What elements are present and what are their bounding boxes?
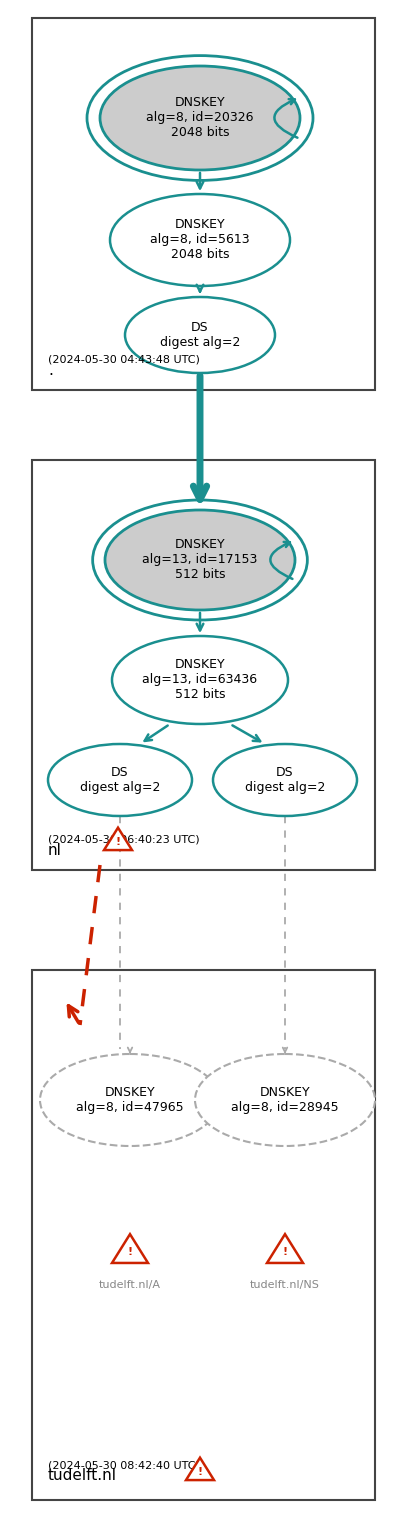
Text: !: ! (127, 1247, 133, 1257)
Text: !: ! (283, 1247, 288, 1257)
Bar (32, 460, 375, 870)
Text: .: . (48, 363, 53, 378)
Text: DNSKEY
alg=13, id=63436
512 bits: DNSKEY alg=13, id=63436 512 bits (142, 658, 258, 701)
Ellipse shape (125, 297, 275, 373)
Text: DS
digest alg=2: DS digest alg=2 (80, 765, 160, 795)
Text: nl: nl (48, 842, 62, 858)
Polygon shape (186, 1457, 214, 1480)
Ellipse shape (112, 636, 288, 724)
Text: tudelft.nl/A: tudelft.nl/A (99, 1280, 161, 1290)
Ellipse shape (40, 1054, 220, 1147)
Ellipse shape (110, 194, 290, 286)
Text: (2024-05-30 08:42:40 UTC): (2024-05-30 08:42:40 UTC) (48, 1460, 200, 1469)
Text: DNSKEY
alg=8, id=20326
2048 bits: DNSKEY alg=8, id=20326 2048 bits (146, 97, 254, 140)
Ellipse shape (100, 66, 300, 171)
Polygon shape (267, 1234, 303, 1263)
Bar (32, 18, 375, 390)
Text: DS
digest alg=2: DS digest alg=2 (245, 765, 325, 795)
Text: DNSKEY
alg=8, id=5613
2048 bits: DNSKEY alg=8, id=5613 2048 bits (150, 218, 250, 261)
Ellipse shape (48, 744, 192, 816)
Text: tudelft.nl: tudelft.nl (48, 1468, 117, 1483)
Polygon shape (104, 828, 132, 850)
Polygon shape (112, 1234, 148, 1263)
Text: DNSKEY
alg=8, id=28945: DNSKEY alg=8, id=28945 (231, 1087, 339, 1114)
Text: !: ! (197, 1466, 203, 1477)
Ellipse shape (195, 1054, 375, 1147)
Text: (2024-05-30 06:40:23 UTC): (2024-05-30 06:40:23 UTC) (48, 835, 199, 845)
Text: DNSKEY
alg=8, id=47965: DNSKEY alg=8, id=47965 (76, 1087, 184, 1114)
Ellipse shape (105, 510, 295, 610)
Ellipse shape (213, 744, 357, 816)
Text: DNSKEY
alg=13, id=17153
512 bits: DNSKEY alg=13, id=17153 512 bits (142, 538, 258, 581)
Text: tudelft.nl/NS: tudelft.nl/NS (250, 1280, 320, 1290)
Text: DS
digest alg=2: DS digest alg=2 (160, 321, 240, 349)
Text: (2024-05-30 04:43:48 UTC): (2024-05-30 04:43:48 UTC) (48, 355, 200, 364)
Text: !: ! (115, 838, 120, 847)
Bar (32, 970, 375, 1500)
